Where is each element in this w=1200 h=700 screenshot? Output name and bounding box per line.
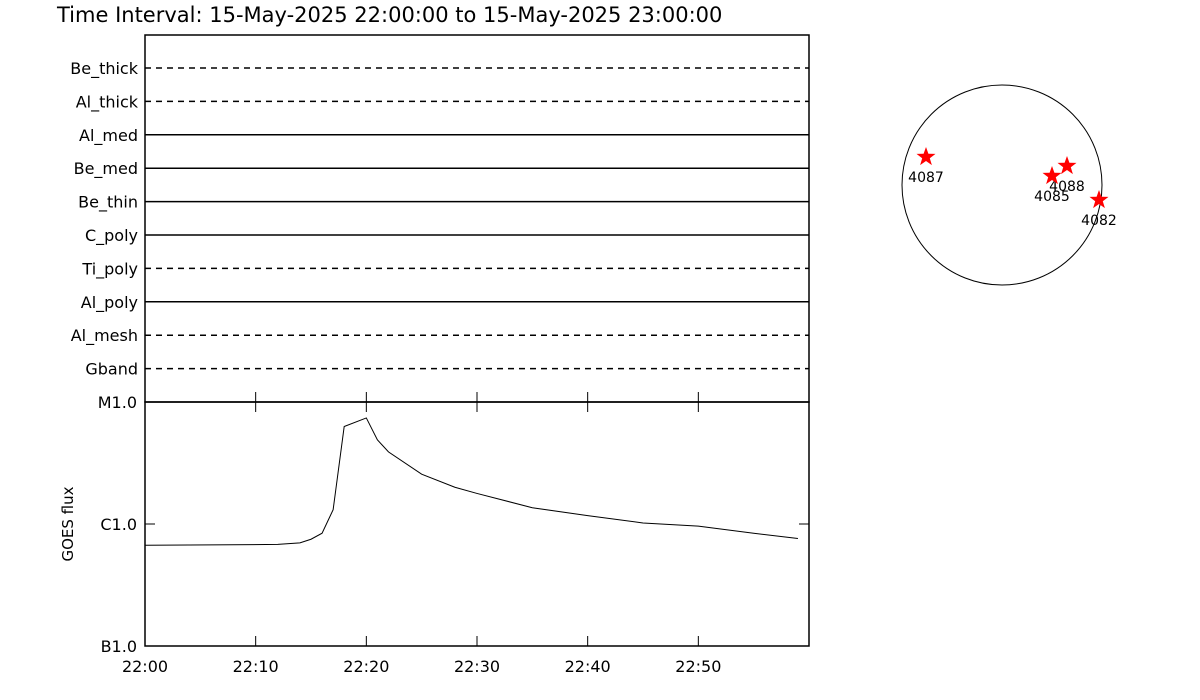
goes-line	[144, 417, 798, 546]
y-tick-label: M1.0	[98, 393, 137, 412]
region-star	[1057, 156, 1077, 175]
y-axis-label: GOES flux	[59, 486, 77, 561]
filter-label: Gband	[85, 360, 138, 379]
x-tick-label: 22:50	[675, 657, 721, 676]
chart-title: Time Interval: 15-May-2025 22:00:00 to 1…	[56, 3, 722, 27]
filter-label: Be_med	[74, 159, 138, 179]
x-tick-label: 22:40	[565, 657, 611, 676]
filter-label: Al_med	[79, 126, 138, 146]
y-tick-label: C1.0	[100, 515, 137, 534]
x-tick-label: 22:20	[343, 657, 389, 676]
filter-label: Be_thin	[78, 193, 138, 213]
region-label: 4087	[908, 170, 944, 186]
filter-label: Al_mesh	[71, 326, 138, 346]
filter-label: C_poly	[85, 226, 138, 246]
x-tick-label: 22:10	[233, 657, 279, 676]
region-label: 4085	[1034, 189, 1070, 205]
region-label: 4088	[1049, 179, 1085, 195]
filter-label: Ti_poly	[81, 259, 138, 279]
y-tick-label: B1.0	[101, 637, 137, 656]
region-star	[1042, 166, 1062, 185]
region-star	[916, 147, 936, 166]
goes-frame	[144, 401, 810, 647]
filter-label: Al_poly	[81, 293, 138, 313]
filter-label: Be_thick	[70, 59, 138, 79]
region-star	[1089, 190, 1109, 209]
filter-label: Al_thick	[76, 92, 139, 112]
x-tick-label: 22:30	[454, 657, 500, 676]
region-label: 4082	[1081, 213, 1117, 229]
x-tick-label: 22:00	[122, 657, 168, 676]
timeline-frame	[144, 34, 810, 403]
solar-disk	[901, 84, 1103, 286]
